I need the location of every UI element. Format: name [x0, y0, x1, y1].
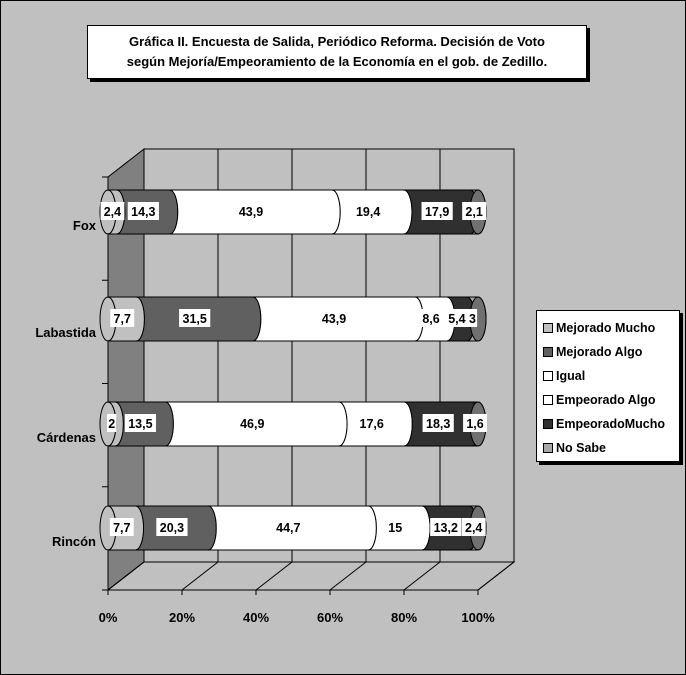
- data-label: 1,6: [466, 417, 483, 431]
- legend-item: No Sabe: [543, 436, 679, 460]
- data-label: 2,4: [104, 205, 121, 219]
- data-label: 43,9: [239, 205, 263, 219]
- data-label: 18,3: [426, 417, 450, 431]
- data-label: 13,2: [434, 521, 458, 535]
- data-label: 5,4: [448, 312, 465, 326]
- floor-line: [403, 561, 441, 591]
- legend-label: Igual: [556, 369, 586, 383]
- floor-line: [329, 561, 367, 591]
- data-label-bg: [463, 414, 487, 432]
- data-label-bg: [462, 202, 487, 220]
- data-label-bg: [444, 309, 469, 327]
- legend-item: Mejorado Algo: [543, 340, 679, 364]
- x-tick-label: 0%: [99, 610, 118, 625]
- data-label-bg: [352, 202, 384, 220]
- floor-line: [477, 561, 515, 591]
- legend-label: No Sabe: [556, 441, 607, 455]
- data-label: 15: [388, 521, 402, 535]
- data-label: 17,9: [425, 205, 449, 219]
- x-tick-label: 100%: [461, 610, 495, 625]
- chart-title-line-1: Gráfica II. Encuesta de Salida, Periódic…: [129, 34, 545, 49]
- legend-item: Empeorado Algo: [543, 388, 679, 412]
- category-label: Cárdenas: [37, 430, 96, 445]
- data-label-bg: [124, 414, 157, 432]
- data-label-bg: [110, 309, 135, 327]
- data-label: 2,4: [465, 521, 482, 535]
- legend-swatch: [543, 347, 553, 357]
- floor-line: [107, 561, 145, 591]
- data-label: 3: [469, 312, 476, 326]
- data-label-bg: [386, 518, 404, 536]
- legend-label: EmpeoradoMucho: [556, 417, 666, 431]
- x-tick-label: 20%: [169, 610, 195, 625]
- data-label-bg: [236, 414, 268, 432]
- legend-item: Mejorado Mucho: [543, 316, 679, 340]
- floor: [106, 561, 516, 591]
- data-label: 46,9: [240, 417, 264, 431]
- data-label-bg: [179, 309, 211, 327]
- data-label: 13,5: [128, 417, 152, 431]
- legend-swatch: [543, 443, 553, 453]
- data-label-bg: [356, 414, 388, 432]
- legend: Mejorado Mucho Mejorado Algo Igual Empeorad…: [536, 310, 680, 462]
- data-label-bg: [422, 414, 454, 432]
- floor-line: [181, 561, 219, 591]
- floor-line: [255, 561, 293, 591]
- data-label-bg: [100, 202, 125, 220]
- legend-swatch: [543, 395, 553, 405]
- data-label: 19,4: [356, 205, 380, 219]
- data-label-bg: [109, 518, 134, 536]
- data-label-bg: [421, 202, 453, 220]
- legend-item: EmpeoradoMucho: [543, 412, 679, 436]
- data-label: 2: [108, 417, 115, 431]
- data-label-bg: [156, 518, 188, 536]
- legend-swatch: [543, 419, 553, 429]
- category-label: Rincón: [52, 534, 96, 549]
- data-label: 43,9: [322, 312, 346, 326]
- data-label: 7,7: [114, 312, 131, 326]
- data-label-bg: [430, 518, 462, 536]
- legend-label: Empeorado Algo: [556, 393, 656, 407]
- chart-title-box: Gráfica II. Encuesta de Salida, Periódic…: [87, 25, 587, 79]
- x-tick-label: 60%: [317, 610, 343, 625]
- data-label-bg: [467, 309, 478, 327]
- data-label: 2,1: [465, 205, 482, 219]
- data-label-bg: [419, 309, 444, 327]
- legend-label: Mejorado Algo: [556, 345, 643, 359]
- data-label: 8,6: [422, 312, 439, 326]
- data-label-bg: [127, 202, 159, 220]
- x-tick-label: 80%: [391, 610, 417, 625]
- chart-title-line-2: según Mejoría/Empeoramiento de la Econom…: [126, 54, 548, 69]
- legend-swatch: [543, 371, 553, 381]
- data-label-bg: [461, 518, 486, 536]
- data-label: 31,5: [183, 312, 207, 326]
- data-label: 44,7: [276, 521, 300, 535]
- category-label: Labastida: [35, 325, 96, 340]
- category-label: Fox: [73, 218, 97, 233]
- data-label: 7,7: [113, 521, 130, 535]
- legend-swatch: [543, 323, 553, 333]
- x-tick-label: 40%: [243, 610, 269, 625]
- data-label: 14,3: [131, 205, 155, 219]
- data-label: 20,3: [160, 521, 184, 535]
- legend-item: Igual: [543, 364, 679, 388]
- data-label-bg: [272, 518, 304, 536]
- data-label-bg: [235, 202, 267, 220]
- data-label: 17,6: [360, 417, 384, 431]
- legend-label: Mejorado Mucho: [556, 321, 656, 335]
- data-label-bg: [318, 309, 350, 327]
- data-label-bg: [107, 414, 117, 432]
